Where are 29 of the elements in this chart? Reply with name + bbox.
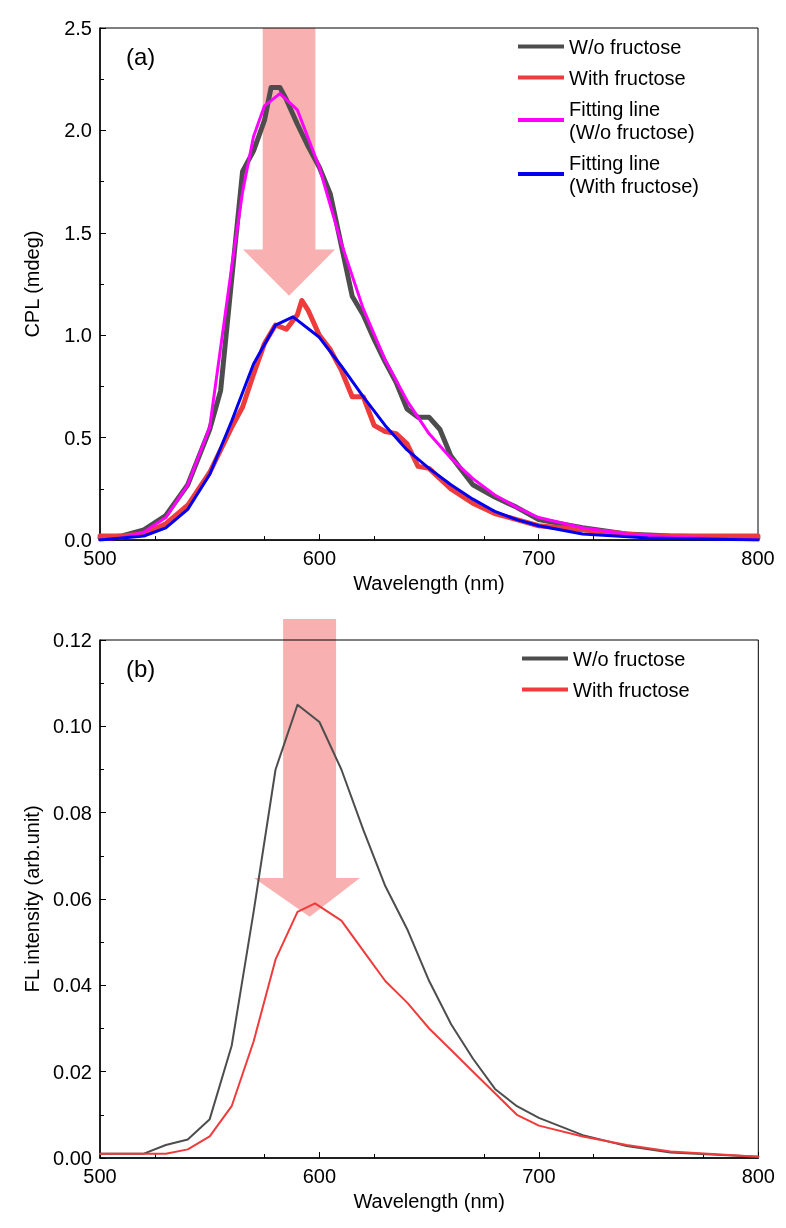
annotation: (a) [126,42,156,70]
x-tick-label: 600 [302,1165,337,1187]
x-tick-label: 700 [522,1165,556,1187]
y-tick-label: 0.04 [53,974,92,997]
y-tick-label: 0.06 [53,888,92,910]
y-tick-label: 1.0 [64,324,92,347]
x-tick-label: 800 [741,547,775,570]
y-tick-label: 1.5 [64,221,92,244]
y-axis-title: CPL (mdeg) [21,230,43,338]
legend-label: W/o fructose [569,35,682,58]
x-tick-label: 800 [741,1165,775,1187]
y-tick-label: 0.08 [53,801,92,824]
y-tick-label: 2.0 [64,119,92,142]
x-tick-label: 700 [521,547,556,570]
x-axis-title: Wavelength (nm) [353,1189,505,1212]
x-axis-title: Wavelength (nm) [353,572,505,594]
y-tick-label: 0.5 [64,426,92,449]
annotation: (b) [126,654,156,682]
y-tick-label: 0.12 [53,629,92,651]
x-tick-label: 600 [302,547,337,570]
legend-label: W/o fructose [573,647,686,670]
legend-label: Fitting line (With fructose) [569,151,700,197]
y-tick-label: 0.10 [53,715,92,738]
y-axis-title: FL intensity (arb.unit) [21,805,43,993]
legend-label: With fructose [573,678,690,701]
y-tick-label: 2.5 [64,17,92,39]
legend-label: Fitting line (W/o fructose) [569,97,695,143]
legend-label: With fructose [569,66,686,89]
y-tick-label: 0.02 [53,1060,92,1083]
